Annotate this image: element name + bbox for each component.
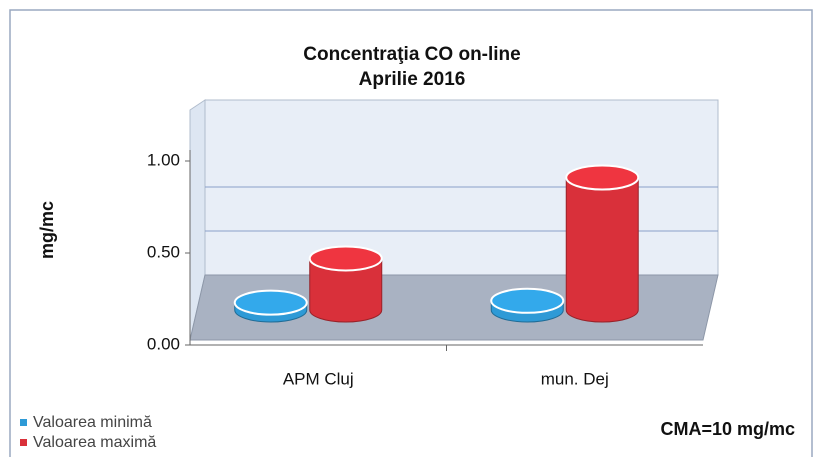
bar-body <box>565 177 639 323</box>
bar-body <box>309 257 383 323</box>
bar <box>490 287 565 323</box>
bar-top <box>565 164 640 191</box>
legend-swatch <box>20 419 27 426</box>
y-tick-label: 0.50 <box>147 242 180 261</box>
bar <box>565 164 640 323</box>
legend-label: Valoarea minimă <box>33 414 152 431</box>
x-tick-label: mun. Dej <box>541 369 609 388</box>
bar-top <box>233 289 308 316</box>
y-axis-label: mg/mc <box>37 201 57 259</box>
bar-top <box>308 245 383 272</box>
bar <box>308 245 383 323</box>
y-tick-label: 0.00 <box>147 334 180 353</box>
bar <box>233 289 308 323</box>
legend-label: Valoarea maximă <box>33 434 156 451</box>
chart-subtitle: Aprilie 2016 <box>359 69 466 90</box>
chart-title: Concentraţia CO on-line <box>303 44 520 65</box>
annotation: CMA=10 mg/mc <box>660 419 795 439</box>
bar-top <box>490 287 565 314</box>
x-tick-label: APM Cluj <box>283 369 354 388</box>
legend-swatch <box>20 439 27 446</box>
y-tick-label: 1.00 <box>147 150 180 169</box>
